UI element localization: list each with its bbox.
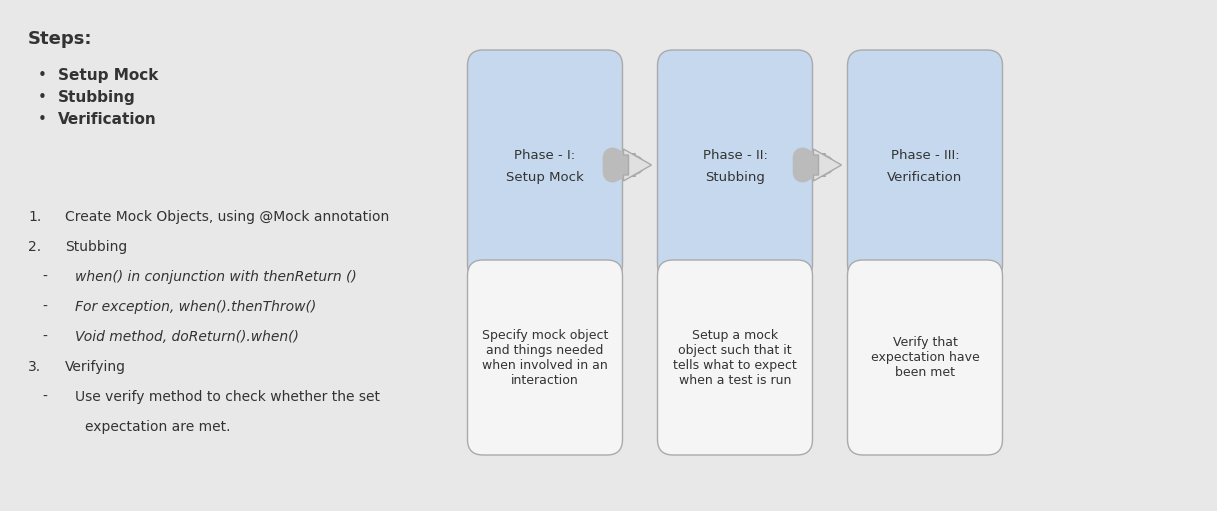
Text: Use verify method to check whether the set: Use verify method to check whether the s… — [75, 390, 380, 404]
Text: -: - — [43, 390, 47, 404]
Text: 3.: 3. — [28, 360, 41, 374]
Text: Steps:: Steps: — [28, 30, 92, 48]
Text: For exception, when().thenThrow(): For exception, when().thenThrow() — [75, 300, 316, 314]
Text: -: - — [43, 330, 47, 344]
Text: •: • — [38, 90, 47, 105]
Text: Setup Mock: Setup Mock — [506, 171, 584, 183]
Text: 2.: 2. — [28, 240, 41, 254]
Text: Verification: Verification — [58, 112, 157, 127]
Text: Setup a mock
object such that it
tells what to expect
when a test is run: Setup a mock object such that it tells w… — [673, 329, 797, 386]
Text: Phase - II:: Phase - II: — [702, 149, 768, 161]
Text: Phase - I:: Phase - I: — [515, 149, 576, 161]
Text: -: - — [43, 300, 47, 314]
Text: Phase - III:: Phase - III: — [891, 149, 959, 161]
Text: Create Mock Objects, using @Mock annotation: Create Mock Objects, using @Mock annotat… — [65, 210, 389, 224]
Text: when() in conjunction with thenReturn (): when() in conjunction with thenReturn () — [75, 270, 357, 284]
FancyBboxPatch shape — [467, 260, 623, 455]
Text: •: • — [38, 112, 47, 127]
Text: Specify mock object
and things needed
when involved in an
interaction: Specify mock object and things needed wh… — [482, 329, 608, 386]
Text: Verification: Verification — [887, 171, 963, 183]
Text: Stubbing: Stubbing — [65, 240, 128, 254]
Text: -: - — [43, 270, 47, 284]
FancyBboxPatch shape — [657, 50, 813, 280]
Text: Setup Mock: Setup Mock — [58, 68, 158, 83]
Text: Stubbing: Stubbing — [58, 90, 136, 105]
Text: Void method, doReturn().when(): Void method, doReturn().when() — [75, 330, 299, 344]
Text: expectation are met.: expectation are met. — [85, 420, 230, 434]
Polygon shape — [813, 149, 841, 181]
FancyBboxPatch shape — [657, 260, 813, 455]
Polygon shape — [623, 149, 651, 181]
Text: •: • — [38, 68, 47, 83]
Text: Verify that
expectation have
been met: Verify that expectation have been met — [870, 336, 980, 379]
FancyBboxPatch shape — [847, 260, 1003, 455]
Text: Stubbing: Stubbing — [705, 171, 765, 183]
FancyBboxPatch shape — [847, 50, 1003, 280]
Text: 1.: 1. — [28, 210, 41, 224]
FancyBboxPatch shape — [467, 50, 623, 280]
Text: Verifying: Verifying — [65, 360, 127, 374]
